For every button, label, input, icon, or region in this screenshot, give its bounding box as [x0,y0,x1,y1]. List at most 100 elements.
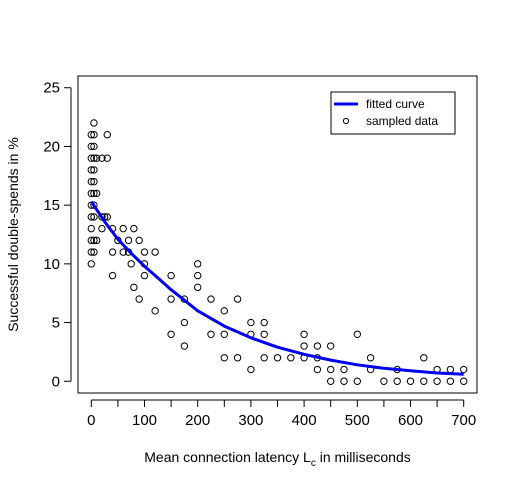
data-point [233,295,242,303]
data-point [140,248,149,256]
x-tick-label: 500 [345,412,370,429]
data-point [87,236,96,245]
data-point [260,330,268,338]
data-point [393,377,401,385]
data-point [92,154,101,162]
data-point [446,365,455,374]
data-point [233,354,242,362]
data-point [340,365,348,374]
y-tick-label: 0 [52,373,60,390]
data-point [420,377,428,385]
legend-box [330,91,456,135]
data-point [327,365,335,374]
data-point [220,330,229,338]
data-point [220,307,229,315]
data-point [327,377,335,385]
data-point [90,166,98,174]
data-point [103,213,111,221]
x-tick-label: 600 [398,412,423,429]
data-point [167,330,175,338]
legend-label-fitted-curve: fitted curve [366,97,425,111]
data-point [300,330,308,338]
x-axis-label: Mean connection latency Lc in millisecon… [144,449,411,469]
data-point [90,142,98,151]
data-point [300,342,308,350]
data-point [287,354,295,362]
data-point [135,295,143,303]
data-point [90,201,98,209]
data-point [167,271,175,280]
data-point [140,271,149,280]
data-point [119,248,127,256]
data-point [90,119,98,127]
data-point [87,213,96,221]
data-point [90,189,98,198]
data-point [167,295,175,303]
data-point [260,354,268,362]
data-point [366,354,375,362]
data-point [130,224,138,233]
legend: fitted curve sampled data [330,91,456,135]
data-point [119,224,127,233]
data-point [87,260,96,268]
plot-frame [77,75,478,394]
data-point [180,342,189,350]
data-point [353,330,361,338]
x-tick-label: 200 [185,412,210,429]
data-points [87,119,468,385]
y-axis: 0 5 10 15 20 25 [43,80,72,390]
data-point [90,248,98,256]
data-point [433,377,441,385]
data-point [260,318,268,327]
fitted-curve-line [90,200,464,376]
data-point [207,295,215,303]
data-point [87,154,96,162]
data-point [406,377,415,385]
data-point [92,236,101,245]
data-point [90,177,98,186]
x-tick-label: 0 [87,412,95,429]
data-point [446,377,455,385]
data-point [247,318,255,327]
data-point [194,260,202,268]
data-point [220,354,229,362]
data-point [313,365,322,374]
y-tick-label: 25 [43,80,60,97]
data-point [90,154,98,162]
data-point [98,154,106,162]
x-tick-label: 700 [451,412,476,429]
data-point [90,236,98,245]
data-point [327,342,335,350]
data-point [135,236,143,245]
data-point [87,224,96,233]
y-tick-label: 20 [43,138,60,155]
data-point [273,354,282,362]
data-point [247,365,255,374]
x-axis: 0 100 200 300 400 500 600 700 [87,399,476,429]
data-point [87,131,96,139]
data-point [87,248,96,256]
data-point [313,342,322,350]
data-point [124,236,133,245]
data-point [151,248,159,256]
legend-sampled-data-swatch [342,117,350,125]
fitted-curve-layer [90,200,464,376]
data-point [103,131,111,139]
data-point [87,142,96,151]
data-point [127,260,135,268]
data-point [98,224,106,233]
data-point [460,365,468,374]
data-point [87,166,96,174]
x-tick-label: 100 [132,412,157,429]
legend-label-sampled-data: sampled data [366,114,438,128]
data-point [460,377,468,385]
data-point [108,271,117,280]
data-point [340,377,348,385]
data-point [353,377,361,385]
data-point [130,283,138,292]
data-point [207,330,215,338]
y-axis-label: Successful double-spends in % [5,137,21,332]
data-point [87,189,96,198]
data-point [108,248,117,256]
data-point [87,177,96,186]
